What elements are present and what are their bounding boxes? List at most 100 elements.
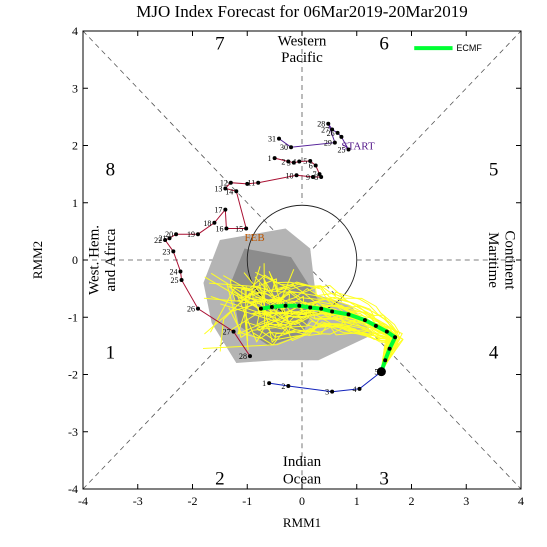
point-label: 22: [154, 236, 162, 245]
ecmf-point: [362, 318, 367, 323]
observed-point: [171, 249, 176, 254]
point-label: 26: [327, 129, 335, 138]
y-tick-label: -1: [68, 310, 78, 324]
ecmf-point: [383, 358, 388, 363]
point-label: 3: [287, 159, 291, 168]
region-label-top: Pacific: [281, 50, 323, 66]
ecmf-point: [319, 306, 324, 311]
observed-point: [247, 354, 252, 359]
observed-point: [357, 386, 362, 391]
x-tick-label: 0: [299, 494, 305, 508]
point-label: 20: [165, 230, 173, 239]
point-label: 19: [187, 230, 195, 239]
point-label: 12: [220, 179, 228, 188]
observed-point: [319, 174, 324, 179]
observed-point: [339, 134, 344, 139]
point-label: 5: [374, 368, 378, 377]
point-label: 2: [281, 158, 285, 167]
ecmf-point: [330, 309, 335, 314]
ensemble-track: [243, 301, 390, 372]
legend-label: ECMF: [456, 43, 482, 53]
y-axis-label: RMM2: [30, 241, 45, 279]
region-label-right: Maritime: [485, 232, 501, 288]
ecmf-point: [269, 304, 274, 309]
point-label: 25: [171, 276, 179, 285]
region-label-bottom: Indian: [283, 454, 322, 470]
ecmf-point: [258, 306, 263, 311]
x-tick-label: 3: [463, 494, 469, 508]
point-label: 30: [280, 143, 288, 152]
x-tick-label: -3: [133, 494, 143, 508]
observed-point: [212, 220, 217, 225]
point-label: 13: [214, 184, 222, 193]
point-label: 28: [317, 120, 325, 129]
phase-label: 6: [379, 33, 389, 54]
point-label: 31: [268, 135, 276, 144]
point-label: 27: [223, 328, 231, 337]
observed-point: [330, 389, 335, 394]
observed-point: [256, 180, 261, 185]
region-label-left: and Africa: [103, 228, 119, 291]
point-label: 26: [187, 305, 195, 314]
point-label: 5: [303, 157, 307, 166]
observed-point: [174, 232, 179, 237]
x-tick-label: 1: [354, 494, 360, 508]
observed-point: [286, 383, 291, 388]
point-label: 1: [268, 154, 272, 163]
current-position-marker: [376, 367, 386, 377]
observed-point: [179, 278, 184, 283]
point-label: 15: [235, 225, 243, 234]
point-label: 7: [313, 170, 317, 179]
point-label: 18: [203, 219, 211, 228]
observed-point: [195, 306, 200, 311]
ensemble-track: [252, 324, 398, 372]
observed-point: [163, 237, 168, 242]
point-label: 3: [325, 388, 329, 397]
point-label: 29: [324, 139, 332, 148]
point-label: 10: [286, 171, 294, 180]
region-label-left: West. Hem.: [86, 225, 102, 295]
ecmf-point: [387, 346, 392, 351]
observed-point: [231, 329, 236, 334]
ensemble-track: [202, 323, 400, 372]
observed-point: [234, 189, 239, 194]
y-tick-label: 1: [72, 196, 78, 210]
observed-point: [291, 160, 296, 165]
observed-point: [228, 180, 233, 185]
observed-point: [308, 158, 313, 163]
month-label: FEB: [245, 232, 265, 244]
point-label: 21: [159, 234, 167, 243]
observed-point: [277, 136, 282, 141]
phase-label: 7: [215, 33, 225, 54]
ensemble-track: [258, 282, 397, 372]
observed-point: [167, 236, 172, 241]
observed-point: [223, 186, 228, 191]
point-label: 25: [338, 146, 346, 155]
y-tick-label: -4: [68, 482, 78, 496]
y-tick-label: 2: [72, 139, 78, 153]
observed-point: [294, 173, 299, 178]
ensemble-track: [220, 303, 399, 372]
ecmf-point: [297, 303, 302, 308]
point-label: 14: [225, 187, 233, 196]
observed-point: [289, 145, 294, 150]
ecmf-series: [258, 303, 398, 377]
point-label: 24: [169, 267, 177, 276]
ecmf-point: [346, 312, 351, 317]
x-tick-label: -1: [242, 494, 252, 508]
point-label: 27: [321, 125, 329, 134]
ecmf-point: [393, 335, 398, 340]
observed-point: [335, 130, 340, 135]
ecmf-point: [308, 305, 313, 310]
phase-label: 8: [106, 159, 116, 180]
observed-point: [195, 232, 200, 237]
observed-series: 1 2 3 4 5: [262, 368, 384, 397]
point-label: 11: [247, 179, 255, 188]
observed-point: [224, 226, 229, 231]
y-tick-label: 0: [72, 253, 78, 267]
observed-point: [178, 269, 183, 274]
point-label: 1: [262, 379, 266, 388]
region-label-top: Western: [278, 33, 327, 49]
